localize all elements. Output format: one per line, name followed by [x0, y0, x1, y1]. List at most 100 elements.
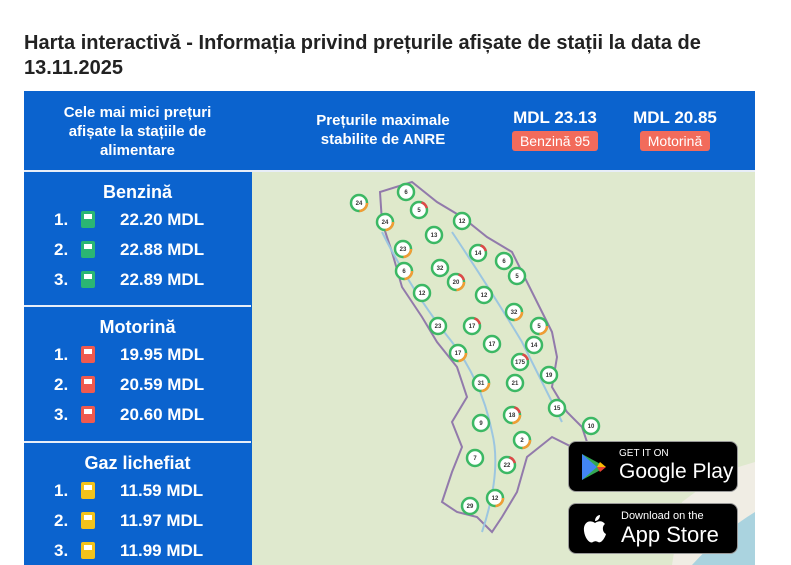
cluster-count: 12: [419, 291, 426, 297]
cluster-arc: [349, 193, 369, 213]
price: 11.97 MDL: [120, 511, 204, 530]
cluster-arc: [448, 343, 468, 363]
cluster-count: 31: [478, 381, 485, 387]
cluster-marker[interactable]: 14: [524, 335, 544, 355]
pump-icon: [81, 512, 95, 529]
cluster-marker[interactable]: 22: [497, 455, 517, 475]
cluster-arc: [529, 316, 549, 336]
cluster-marker[interactable]: 12: [474, 285, 494, 305]
cluster-marker[interactable]: 24: [375, 212, 395, 232]
cluster-marker[interactable]: 23: [428, 316, 448, 336]
price: 20.59 MDL: [120, 375, 205, 394]
cluster-arc: [504, 302, 524, 322]
cluster-marker[interactable]: 6: [494, 251, 514, 271]
cluster-marker[interactable]: 7: [465, 448, 485, 468]
cluster-count: 22: [504, 463, 511, 469]
cluster-ring: [460, 496, 480, 516]
cluster-arc: [502, 405, 522, 425]
header-cell: Cele mai mici prețuri afișate la stațiil…: [24, 91, 251, 171]
cluster-marker[interactable]: 17: [462, 316, 482, 336]
cluster-marker[interactable]: 15: [547, 398, 567, 418]
cluster-marker[interactable]: 14: [468, 243, 488, 263]
cluster-marker[interactable]: 12: [412, 283, 432, 303]
cluster-marker[interactable]: 6: [396, 182, 416, 202]
pump-window: [84, 379, 92, 384]
cluster-count: 175: [515, 360, 526, 366]
cluster-count: 14: [531, 343, 538, 349]
rank: 3.: [54, 405, 69, 424]
cluster-marker[interactable]: 23: [393, 239, 413, 259]
cluster-marker[interactable]: 20: [446, 272, 466, 292]
pump-icon: [81, 542, 95, 559]
rank: 1.: [54, 345, 69, 364]
cluster-count: 17: [469, 324, 476, 330]
cluster-marker[interactable]: 6: [394, 261, 414, 281]
badge-big: App Store: [621, 522, 719, 547]
cluster-marker[interactable]: 29: [460, 496, 480, 516]
cluster-ring: [581, 416, 601, 436]
cluster-marker[interactable]: 10: [581, 416, 601, 436]
cluster-marker[interactable]: 9: [471, 413, 491, 433]
cluster-count: 17: [455, 351, 462, 357]
cluster-marker[interactable]: 32: [430, 258, 450, 278]
pump-icon: [81, 346, 95, 363]
pump-icon: [81, 211, 95, 228]
cluster-marker[interactable]: 5: [529, 316, 549, 336]
cluster-count: 2: [520, 438, 524, 444]
cluster-marker[interactable]: 12: [485, 488, 505, 508]
cluster-ring: [396, 182, 416, 202]
cluster-count: 18: [509, 413, 516, 419]
cluster-count: 29: [467, 504, 474, 510]
cluster-marker[interactable]: 24: [349, 193, 369, 213]
cluster-count: 12: [492, 496, 499, 502]
price: 11.99 MDL: [120, 541, 204, 560]
cluster-count: 19: [546, 373, 553, 379]
pump-icon: [81, 241, 95, 258]
cluster-marker[interactable]: 17: [482, 334, 502, 354]
cluster-ring: [452, 211, 472, 231]
divider: [24, 305, 251, 307]
cluster-count: 32: [511, 310, 518, 316]
cluster-arc: [512, 430, 532, 450]
pump-window: [84, 349, 92, 354]
cluster-marker[interactable]: 31: [471, 373, 491, 393]
cluster-count: 6: [402, 269, 406, 275]
cluster-marker[interactable]: 32: [504, 302, 524, 322]
cluster-marker[interactable]: 19: [539, 365, 559, 385]
badge-big: Google Play: [619, 460, 734, 483]
cluster-marker[interactable]: 12: [452, 211, 472, 231]
cluster-marker[interactable]: 18: [502, 405, 522, 425]
cluster-marker[interactable]: 5: [507, 266, 527, 286]
rank: 1.: [54, 481, 69, 500]
max-label: Prețurile maximale stabilite de ANRE: [316, 112, 450, 148]
cluster-marker[interactable]: 5: [409, 200, 429, 220]
google-play-badge[interactable]: GET IT ON Google Play: [568, 441, 738, 492]
river: [451, 231, 563, 423]
badge-small: GET IT ON: [619, 448, 669, 459]
cluster-marker[interactable]: 175: [510, 352, 530, 372]
cluster-count: 32: [437, 266, 444, 272]
max-price: MDL 20.85 Motorină: [620, 108, 730, 151]
cluster-marker[interactable]: 2: [512, 430, 532, 450]
cluster-ring: [524, 335, 544, 355]
max-price: MDL 23.13 Benzină 95: [500, 108, 610, 151]
cluster-arc: [375, 212, 395, 232]
cluster-marker[interactable]: 13: [424, 225, 444, 245]
apple-icon: [583, 515, 606, 543]
rank: 1.: [54, 210, 69, 229]
divider: [24, 441, 251, 443]
app-store-badge[interactable]: Download on the App Store: [568, 503, 738, 554]
cluster-count: 14: [475, 251, 482, 257]
price: 22.89 MDL: [120, 270, 205, 289]
cluster-marker[interactable]: 17: [448, 343, 468, 363]
cluster-ring: [497, 455, 517, 475]
price: 22.20 MDL: [120, 210, 205, 229]
cluster-count: 20: [453, 280, 460, 286]
price: 19.95 MDL: [120, 345, 205, 364]
pump-icon: [81, 406, 95, 423]
cluster-marker[interactable]: 21: [505, 373, 525, 393]
cluster-count: 9: [479, 421, 483, 427]
